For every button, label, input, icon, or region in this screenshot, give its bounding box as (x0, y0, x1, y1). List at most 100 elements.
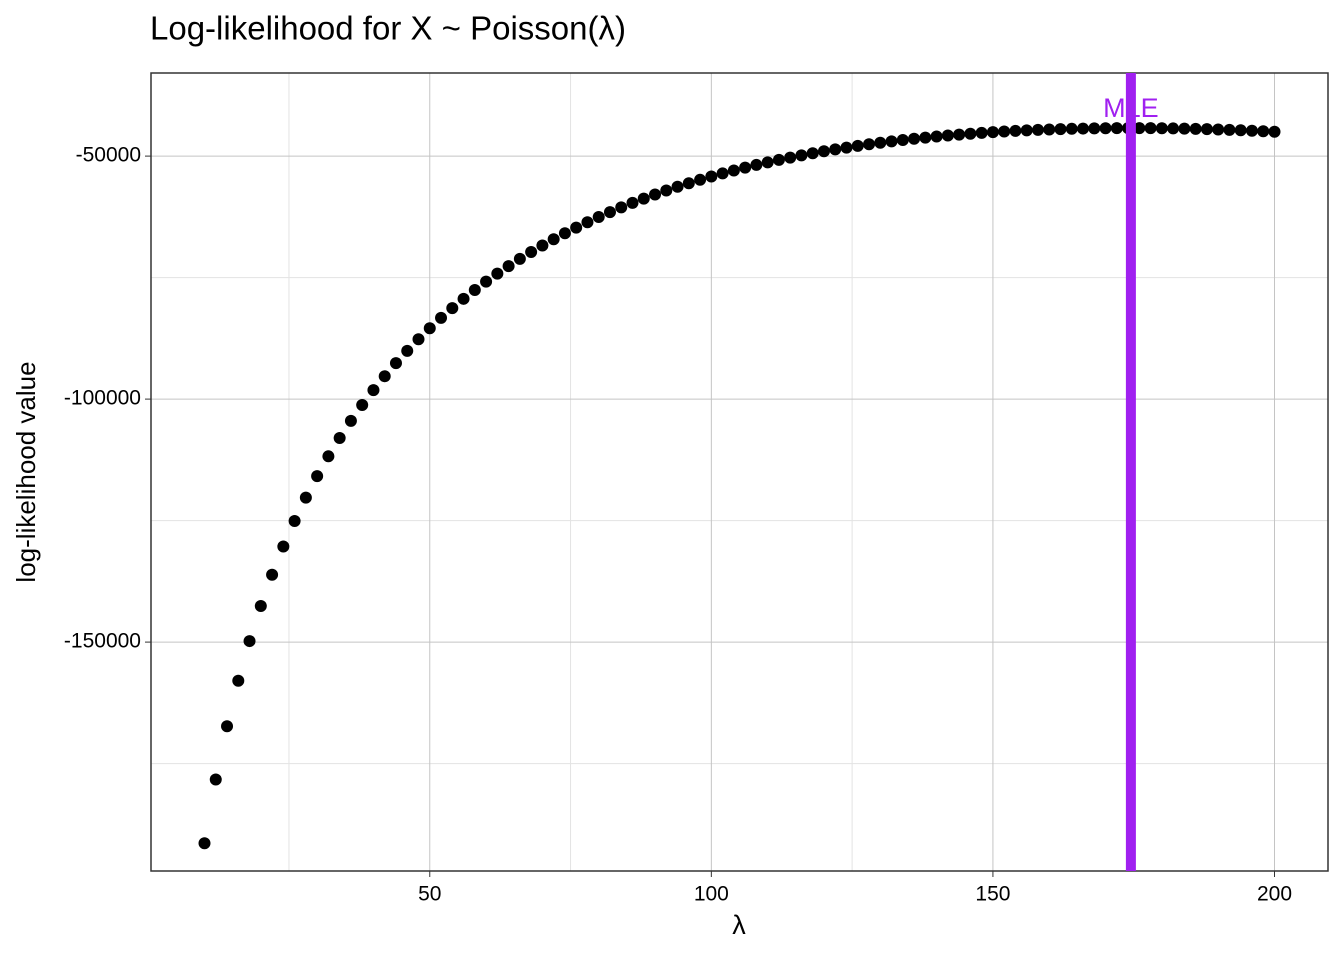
point (1088, 122, 1101, 135)
point (491, 267, 504, 280)
point (716, 167, 729, 180)
point (480, 275, 493, 288)
point (694, 173, 707, 186)
point (626, 196, 639, 209)
point (209, 773, 222, 786)
point (953, 128, 966, 141)
point (243, 635, 256, 648)
point (423, 322, 436, 335)
point (322, 450, 335, 463)
point (908, 132, 921, 145)
point (277, 540, 290, 553)
point (1020, 124, 1033, 137)
point (682, 177, 695, 190)
point (288, 514, 301, 527)
point (1200, 123, 1213, 136)
point (1189, 122, 1202, 135)
point (1268, 125, 1281, 138)
point (986, 126, 999, 139)
point (525, 246, 538, 259)
point (761, 156, 774, 169)
point (851, 139, 864, 152)
x-tick-label: 50 (418, 883, 441, 906)
point (603, 206, 616, 219)
point (311, 470, 324, 483)
point (457, 292, 470, 305)
point (1099, 122, 1112, 135)
plot-border (150, 72, 1329, 872)
point (941, 129, 954, 142)
point (513, 252, 526, 265)
point (378, 370, 391, 383)
point (435, 311, 448, 324)
point (637, 192, 650, 205)
point (671, 180, 684, 193)
x-tick-label: 150 (975, 883, 1010, 906)
point (502, 260, 515, 273)
point (356, 399, 369, 412)
point (570, 221, 583, 234)
point (998, 125, 1011, 138)
point (705, 170, 718, 183)
point (1212, 123, 1225, 136)
point (739, 161, 752, 174)
point (784, 151, 797, 164)
chart-title: Log-likelihood for X ~ Poisson(λ) (150, 10, 626, 47)
x-tick-label: 100 (694, 883, 729, 906)
point (232, 674, 245, 687)
point (446, 302, 459, 315)
point (727, 164, 740, 177)
point (198, 837, 211, 850)
point (389, 357, 402, 370)
point (468, 283, 481, 296)
point (772, 153, 785, 166)
point (1257, 125, 1270, 138)
point (1144, 122, 1157, 135)
point (885, 135, 898, 148)
x-tick-label: 200 (1257, 883, 1292, 906)
point (817, 145, 830, 158)
point (930, 130, 943, 143)
mle-label: MLE (1103, 93, 1159, 123)
point (1223, 123, 1236, 136)
point (1043, 123, 1056, 136)
point (649, 188, 662, 201)
point (1077, 122, 1090, 135)
point (964, 127, 977, 140)
point (536, 239, 549, 252)
y-tick-label: -50000 (76, 144, 141, 167)
point (660, 184, 673, 197)
point (1065, 122, 1078, 135)
point (1054, 123, 1067, 136)
point (975, 126, 988, 139)
point (840, 141, 853, 154)
point (806, 147, 819, 160)
point (254, 600, 267, 613)
point (412, 333, 425, 346)
point (829, 143, 842, 156)
point (299, 491, 312, 504)
point (1031, 123, 1044, 136)
point (367, 384, 380, 397)
point (581, 216, 594, 229)
point (795, 149, 808, 162)
point (221, 720, 234, 733)
point (919, 131, 932, 144)
x-axis-title: λ (732, 910, 746, 940)
point (1009, 124, 1022, 137)
point (750, 158, 763, 171)
y-tick-label: -150000 (64, 630, 141, 653)
point (1178, 122, 1191, 135)
point (896, 134, 909, 147)
point (615, 201, 628, 214)
point (592, 211, 605, 224)
point (874, 136, 887, 149)
point (547, 233, 560, 246)
point (863, 138, 876, 151)
point (1110, 122, 1123, 135)
point (333, 431, 346, 444)
y-tick-label: -100000 (64, 387, 141, 410)
y-axis-title: log-likelihood value (11, 361, 41, 582)
